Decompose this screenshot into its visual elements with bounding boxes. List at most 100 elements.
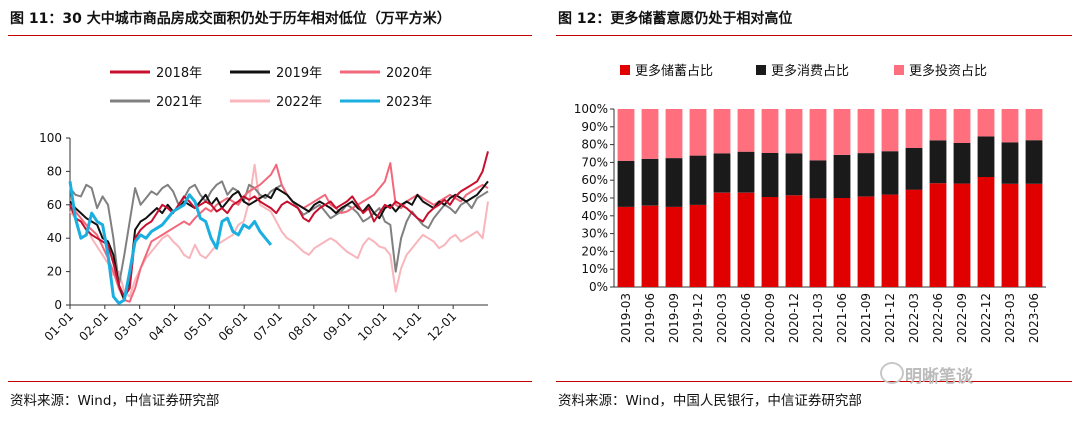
bar-segment-更多储蓄占比 <box>737 192 755 287</box>
line-series-2023年 <box>68 181 273 305</box>
bar-x-tick-label: 2019-06 <box>643 293 657 343</box>
bar-x-tick-label: 2020-09 <box>763 293 777 343</box>
bar-x-tick-label: 2019-09 <box>667 293 681 343</box>
bar-y-tick-label: 70% <box>581 155 608 169</box>
line-y-tick-label: 0 <box>54 298 62 312</box>
line-series-2018年 <box>69 151 489 298</box>
bar-segment-更多消费占比 <box>761 153 779 197</box>
bar-segment-更多消费占比 <box>737 151 755 193</box>
right-figure-title: 图 12：更多储蓄意愿仍处于相对高位 <box>558 11 793 27</box>
bar-segment-更多投资占比 <box>761 109 779 153</box>
line-x-tick-label: 02-01 <box>76 309 111 344</box>
bar-legend-label: 更多储蓄占比 <box>635 63 713 79</box>
line-legend-label: 2021年 <box>156 95 202 110</box>
bar-x-tick-label: 2021-12 <box>883 293 897 343</box>
bar-legend-swatch <box>620 65 630 75</box>
bar-segment-更多消费占比 <box>857 153 875 197</box>
bar-x-tick-label: 2022-06 <box>931 293 945 343</box>
line-legend-label: 2022年 <box>276 95 322 110</box>
bar-legend-swatch <box>756 65 766 75</box>
watermark: 明晰笔谈 <box>905 367 973 387</box>
bar-y-tick-label: 40% <box>581 209 608 223</box>
bar-y-tick-label: 60% <box>581 173 608 187</box>
bar-segment-更多储蓄占比 <box>689 204 707 287</box>
line-y-tick-label: 20 <box>47 265 62 279</box>
line-x-tick-label: 06-01 <box>216 309 251 344</box>
bar-x-tick-label: 2023-06 <box>1027 293 1041 343</box>
bar-segment-更多储蓄占比 <box>761 196 779 287</box>
bar-segment-更多投资占比 <box>929 109 947 141</box>
bar-segment-更多消费占比 <box>977 136 995 177</box>
bar-segment-更多储蓄占比 <box>977 177 995 287</box>
left-source-rule <box>8 381 532 382</box>
line-x-tick-label: 09-01 <box>320 309 355 344</box>
bar-y-tick-label: 100% <box>574 102 608 116</box>
bar-segment-更多投资占比 <box>617 109 635 161</box>
bar-segment-更多储蓄占比 <box>1025 183 1043 287</box>
bar-y-tick-label: 20% <box>581 244 608 258</box>
line-x-tick-label: 05-01 <box>181 309 216 344</box>
bar-x-tick-label: 2021-03 <box>811 293 825 343</box>
bar-y-tick-label: 80% <box>581 138 608 152</box>
bar-segment-更多储蓄占比 <box>1001 183 1019 287</box>
bar-segment-更多消费占比 <box>881 151 899 195</box>
stacked-bar-chart: 0% 10% 20% 30% 40% 50% 60% 70% 80% 90% 100% 2019-03… <box>574 63 1046 343</box>
line-x-tick-label: 03-01 <box>111 309 146 344</box>
line-x-tick-label: 08-01 <box>285 309 320 344</box>
bar-x-tick-label: 2022-09 <box>955 293 969 343</box>
line-chart: 0 20 40 60 80 100 01-01 02-01 03-01 04-01 05-01 06-… <box>39 66 489 344</box>
bar-segment-更多储蓄占比 <box>833 198 851 287</box>
bar-segment-更多储蓄占比 <box>953 183 971 287</box>
line-legend-label: 2018年 <box>156 66 202 81</box>
bar-segment-更多消费占比 <box>617 160 635 207</box>
line-y-tick-label: 60 <box>47 198 62 212</box>
bar-segment-更多投资占比 <box>833 109 851 155</box>
line-x-tick-label: 12-01 <box>425 309 460 344</box>
bar-y-tick-label: 10% <box>581 262 608 276</box>
bar-segment-更多储蓄占比 <box>905 189 923 287</box>
left-figure-title: 图 11：30 大中城市商品房成交面积仍处于历年相对低位（万平方米） <box>10 11 451 27</box>
bar-segment-更多消费占比 <box>905 148 923 190</box>
left-title-rule <box>8 35 532 36</box>
bar-segment-更多投资占比 <box>977 109 995 137</box>
line-x-tick-label: 11-01 <box>390 309 425 344</box>
right-source-rule <box>556 381 1072 382</box>
bar-segment-更多投资占比 <box>1025 109 1043 141</box>
bar-legend-swatch <box>894 65 904 75</box>
right-title-rule <box>556 35 1072 36</box>
bar-x-tick-label: 2019-03 <box>619 293 633 343</box>
bar-segment-更多投资占比 <box>857 109 875 154</box>
bar-segment-更多储蓄占比 <box>929 183 947 287</box>
bar-segment-更多储蓄占比 <box>665 206 683 287</box>
bar-segment-更多储蓄占比 <box>785 195 803 287</box>
bar-segment-更多投资占比 <box>953 109 971 143</box>
bar-segment-更多投资占比 <box>905 109 923 148</box>
bar-segment-更多投资占比 <box>713 109 731 154</box>
line-legend-label: 2019年 <box>276 66 322 81</box>
bar-x-tick-label: 2023-03 <box>1003 293 1017 343</box>
bar-segment-更多消费占比 <box>785 153 803 196</box>
bar-segment-更多储蓄占比 <box>641 205 659 287</box>
bar-segment-更多投资占比 <box>641 109 659 159</box>
bar-segment-更多投资占比 <box>881 109 899 152</box>
line-legend-label: 2023年 <box>386 95 432 110</box>
bar-segment-更多投资占比 <box>689 109 707 156</box>
bar-segment-更多消费占比 <box>953 143 971 184</box>
bar-segment-更多消费占比 <box>689 155 707 205</box>
bar-segment-更多储蓄占比 <box>857 196 875 287</box>
bar-segment-更多投资占比 <box>737 109 755 152</box>
line-legend-label: 2020年 <box>386 66 432 81</box>
line-x-tick-label: 01-01 <box>42 309 77 344</box>
bar-segment-更多投资占比 <box>1001 109 1019 143</box>
bar-segment-更多消费占比 <box>641 158 659 206</box>
bar-x-tick-label: 2020-12 <box>787 293 801 343</box>
bar-x-tick-label: 2019-12 <box>691 293 705 343</box>
line-series-2020年 <box>69 162 489 303</box>
line-y-tick-label: 40 <box>47 231 62 245</box>
wechat-icon <box>880 362 904 384</box>
bar-segment-更多投资占比 <box>665 109 683 159</box>
right-chart-panel: 图 12：更多储蓄意愿仍处于相对高位 0% 10% 20% 30% 40% 50% 60% 7… <box>548 0 1080 424</box>
bar-segment-更多消费占比 <box>1025 140 1043 184</box>
left-source: 资料来源：Wind，中信证券研究部 <box>10 393 220 409</box>
bar-x-tick-label: 2022-03 <box>907 293 921 343</box>
